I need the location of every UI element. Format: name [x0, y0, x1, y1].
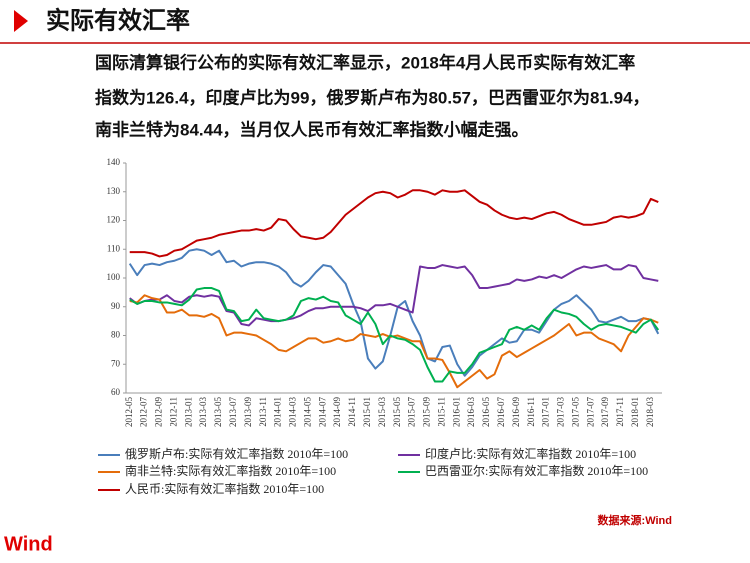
y-tick-label: 80 [111, 330, 121, 340]
header-title: 实际有效汇率 [46, 6, 190, 34]
x-tick-label: 2012-07 [139, 397, 149, 427]
y-tick-label: 100 [107, 272, 121, 282]
x-tick-label: 2014-07 [317, 397, 327, 427]
x-tick-label: 2015-11 [436, 397, 446, 427]
y-tick-label: 70 [111, 358, 121, 368]
x-tick-label: 2016-01 [451, 397, 461, 427]
legend-label: 南非兰特:实际有效汇率指数 2010年=100 [125, 463, 336, 478]
x-tick-label: 2014-01 [273, 397, 283, 427]
x-tick-label: 2016-09 [511, 397, 521, 427]
x-tick-label: 2016-05 [481, 397, 491, 427]
legend-label: 印度卢比:实际有效汇率指数 2010年=100 [425, 446, 636, 461]
x-tick-label: 2015-05 [392, 397, 402, 427]
x-tick-label: 2013-11 [258, 397, 268, 427]
x-tick-label: 2013-07 [228, 397, 238, 427]
x-tick-label: 2013-03 [198, 397, 208, 427]
x-tick-label: 2015-09 [422, 397, 432, 427]
y-tick-label: 130 [107, 186, 121, 196]
x-tick-label: 2017-07 [585, 397, 595, 427]
series-line [129, 287, 660, 383]
x-tick-label: 2014-09 [332, 397, 342, 427]
summary-line: 南非兰特为84.44，当月仅人民币有效汇率指数小幅走强。 [95, 119, 529, 139]
x-tick-label: 2017-03 [556, 397, 566, 427]
x-tick-label: 2016-03 [466, 397, 476, 427]
y-tick-label: 90 [111, 301, 121, 311]
header-arrow [14, 10, 28, 32]
x-tick-label: 2015-07 [407, 397, 417, 427]
x-tick-label: 2014-05 [302, 397, 312, 427]
y-tick-label: 140 [107, 157, 121, 167]
x-tick-label: 2013-01 [183, 397, 193, 427]
x-tick-label: 2016-07 [496, 397, 506, 427]
x-tick-label: 2012-09 [154, 397, 164, 427]
series-line [128, 248, 660, 377]
y-tick-label: 110 [107, 243, 121, 253]
x-tick-label: 2018-03 [645, 397, 655, 427]
x-tick-label: 2017-01 [541, 397, 551, 427]
x-tick-label: 2017-09 [600, 397, 610, 427]
series-line [129, 264, 659, 327]
x-tick-label: 2017-05 [570, 397, 580, 427]
source: 数据来源:Wind [598, 513, 672, 527]
x-tick-label: 2015-03 [377, 397, 387, 427]
y-tick-label: 60 [111, 387, 121, 397]
logo: Wind [4, 533, 53, 555]
x-tick-label: 2012-05 [124, 397, 134, 427]
series-line [129, 294, 659, 389]
x-tick-label: 2016-11 [526, 397, 536, 427]
x-tick-label: 2012-11 [168, 397, 178, 427]
legend-label: 人民币:实际有效汇率指数 2010年=100 [125, 481, 324, 496]
x-tick-label: 2014-11 [347, 397, 357, 427]
summary-line: 指数为126.4，印度卢比为99，俄罗斯卢布为80.57，巴西雷亚尔为81.94… [95, 87, 650, 107]
y-tick-label: 120 [107, 215, 121, 225]
x-tick-label: 2018-01 [630, 397, 640, 427]
x-tick-label: 2013-09 [243, 397, 253, 427]
legend-label: 巴西雷亚尔:实际有效汇率指数 2010年=100 [425, 463, 648, 478]
summary-line: 国际清算银行公布的实际有效汇率显示，2018年4月人民币实际有效汇率 [95, 52, 635, 72]
series-line [129, 189, 659, 258]
legend-label: 俄罗斯卢布:实际有效汇率指数 2010年=100 [125, 446, 348, 461]
x-tick-label: 2014-03 [288, 397, 298, 427]
x-tick-label: 2013-05 [213, 397, 223, 427]
x-tick-label: 2015-01 [362, 397, 372, 427]
x-tick-label: 2017-11 [615, 397, 625, 427]
